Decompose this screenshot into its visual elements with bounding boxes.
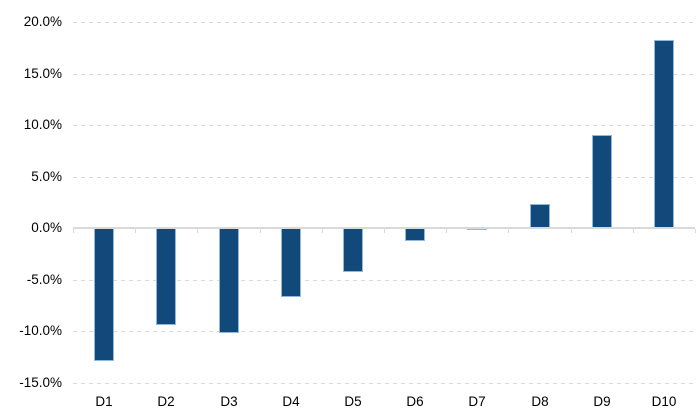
axis-tick: [508, 229, 509, 233]
bar-d2: [156, 228, 176, 325]
gridline-10.0%: [73, 125, 695, 126]
bar-d4: [281, 228, 301, 297]
x-axis-label-d5: D5: [344, 394, 362, 409]
bar-d10: [654, 40, 674, 228]
gridline-20.0%: [73, 22, 695, 23]
x-axis-label-d9: D9: [593, 394, 611, 409]
bar-d6: [405, 228, 425, 241]
x-axis-label-d7: D7: [468, 394, 486, 409]
y-axis-label: 15.0%: [23, 66, 62, 81]
y-axis-label: -5.0%: [26, 272, 62, 287]
gridline--15.0%: [73, 383, 695, 384]
bar-d1: [94, 228, 114, 361]
axis-tick: [633, 229, 634, 233]
gridline-15.0%: [73, 74, 695, 75]
x-axis-label-d3: D3: [220, 394, 238, 409]
x-axis-label-d8: D8: [531, 394, 549, 409]
x-axis-line: [73, 227, 695, 229]
bar-d8: [530, 204, 550, 228]
y-axis-label: 0.0%: [31, 220, 62, 235]
axis-tick: [384, 229, 385, 233]
gridline--10.0%: [73, 331, 695, 332]
axis-tick: [73, 229, 74, 233]
bar-d3: [219, 228, 239, 333]
x-axis-label-d6: D6: [406, 394, 424, 409]
axis-tick: [446, 229, 447, 233]
bar-d5: [343, 228, 363, 272]
x-axis-label-d10: D10: [651, 394, 677, 409]
axis-tick: [135, 229, 136, 233]
axis-tick: [197, 229, 198, 233]
axis-tick: [260, 229, 261, 233]
y-axis-label: -15.0%: [19, 375, 62, 390]
x-axis-label-d4: D4: [282, 394, 300, 409]
axis-tick: [322, 229, 323, 233]
axis-tick: [571, 229, 572, 233]
x-axis-label-d1: D1: [95, 394, 113, 409]
y-axis-label: -10.0%: [19, 323, 62, 338]
bar-d9: [592, 135, 612, 228]
y-axis-label: 5.0%: [31, 169, 62, 184]
y-axis-label: 20.0%: [23, 14, 62, 29]
axis-tick: [695, 229, 696, 233]
x-axis-label-d2: D2: [157, 394, 175, 409]
y-axis-label: 10.0%: [23, 117, 62, 132]
gridline-5.0%: [73, 177, 695, 178]
gridline--5.0%: [73, 280, 695, 281]
